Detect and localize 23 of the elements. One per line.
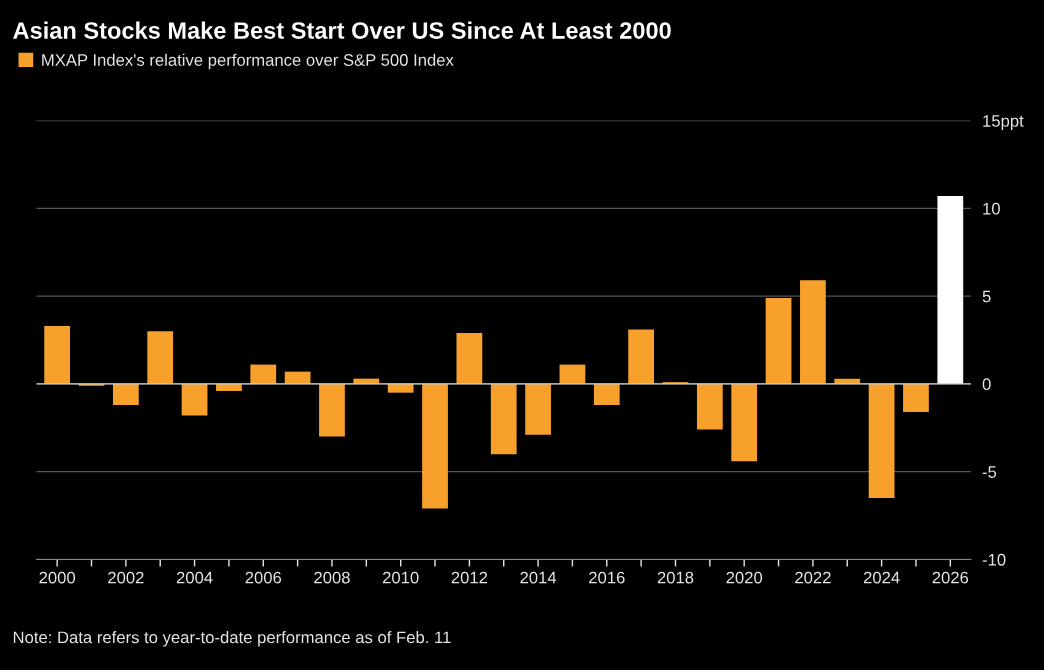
y-tick-label: 15ppt <box>983 115 1024 131</box>
y-tick-label: -5 <box>982 466 997 478</box>
chart-title: Asian Stocks Make Best Start Over US Since At Least 2000 <box>13 21 671 39</box>
x-tick-label: 2006 <box>245 571 282 584</box>
text: Note: Data refers to year-to-date performance as of Feb. 11 <box>13 631 451 647</box>
y-tick-label: 10 <box>983 202 1000 215</box>
legend-label: MXAP Index's relative performance over S&P 500 Index <box>42 53 454 70</box>
y-tick-label: 5 <box>982 290 991 303</box>
x-tick-label: 2014 <box>520 571 557 584</box>
x-tick-label: 2008 <box>314 571 350 584</box>
x-tick-label: 2004 <box>176 571 213 584</box>
x-tick-label: 2016 <box>589 571 625 584</box>
x-tick-label: 2026 <box>932 571 969 584</box>
x-tick-label: 2022 <box>795 571 831 584</box>
x-tick-label: 2012 <box>451 571 488 584</box>
x-tick-label: 2000 <box>39 571 76 584</box>
x-tick-label: 2020 <box>726 571 763 584</box>
y-tick-label: -10 <box>982 553 1006 566</box>
x-tick-label: 2024 <box>863 571 900 584</box>
x-tick-label: 2010 <box>382 571 419 584</box>
x-tick-label: 2002 <box>108 571 144 584</box>
y-tick-label: 0 <box>982 378 991 391</box>
x-tick-label: 2018 <box>657 571 694 584</box>
